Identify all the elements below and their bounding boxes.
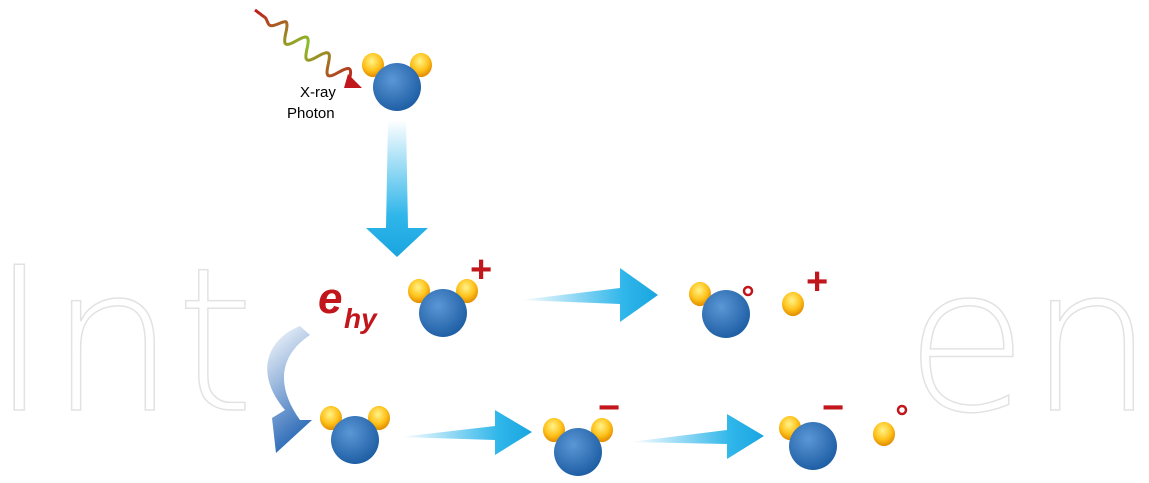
hydrogen [873,421,895,447]
photon-label: X-ray [300,84,336,101]
hydrogen [456,278,478,304]
hydrogen [368,405,390,431]
oxygen [373,63,421,111]
charge: − [598,387,620,429]
charge: − [822,387,844,429]
photon-label: Photon [287,105,335,122]
charge: + [806,261,828,303]
watermark: Int [0,225,254,458]
arrow [400,410,532,455]
hydrogen [591,417,613,443]
oxygen [702,290,750,338]
radical-dot [896,404,908,416]
oxygen [554,428,602,476]
hydrogen [543,417,565,443]
molecules [320,52,908,476]
hydrogen [689,281,711,307]
oxygen [419,289,467,337]
photon-wave [254,8,362,88]
hydrogen [362,52,384,78]
arrow [366,120,428,257]
arrow [520,268,658,322]
hydrogen [410,52,432,78]
watermark: en [905,225,1149,458]
electron-symbol: e [318,274,342,323]
radical-dot [742,285,754,297]
oxygen [789,422,837,470]
hydrogen [782,291,804,317]
arrow [267,326,312,453]
wave [254,8,353,86]
hydrogen [320,405,342,431]
arrowhead [344,74,362,88]
oxygen [331,416,379,464]
electron-subscript: hy [344,303,378,334]
arrow [630,414,764,459]
hydrogen [408,278,430,304]
charge: + [470,249,492,291]
